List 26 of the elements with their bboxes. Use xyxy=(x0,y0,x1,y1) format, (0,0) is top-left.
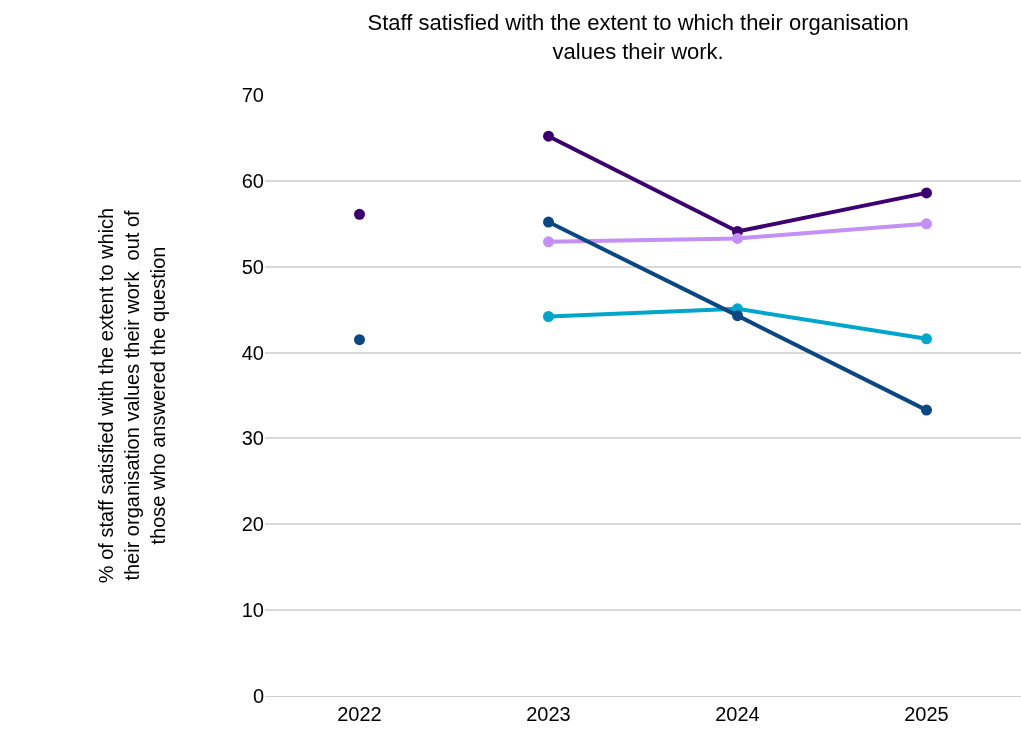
y-axis-title: % of staff satisfied with the extent to which their organisation values their work out of those who answered the question xyxy=(95,207,170,584)
y-tick-label: 10 xyxy=(241,599,264,622)
point xyxy=(543,236,554,248)
y-tick-label: 60 xyxy=(241,169,264,192)
y-tick-label: 70 xyxy=(241,84,264,106)
y-tick-label: 40 xyxy=(241,341,264,364)
y-tick-label: 0 xyxy=(252,685,264,707)
point xyxy=(543,311,554,323)
x-tick-label: 2022 xyxy=(337,703,382,725)
x-tick-label: 2023 xyxy=(526,703,571,725)
y-tick-label: 30 xyxy=(241,427,264,450)
point xyxy=(354,334,365,346)
point xyxy=(921,333,932,345)
point xyxy=(921,218,932,230)
point xyxy=(543,216,554,228)
point xyxy=(921,187,932,199)
point xyxy=(732,232,743,244)
point xyxy=(732,310,743,322)
x-tick-label: 2025 xyxy=(904,703,949,725)
point xyxy=(921,404,932,416)
y-tick-label: 50 xyxy=(241,255,264,278)
y-tick-label: 20 xyxy=(241,513,264,536)
point xyxy=(543,130,554,142)
chart-title: Staff satisfied with the extent to which their organisation values their work. xyxy=(367,10,909,64)
point xyxy=(354,208,365,220)
x-tick-label: 2024 xyxy=(715,703,760,725)
